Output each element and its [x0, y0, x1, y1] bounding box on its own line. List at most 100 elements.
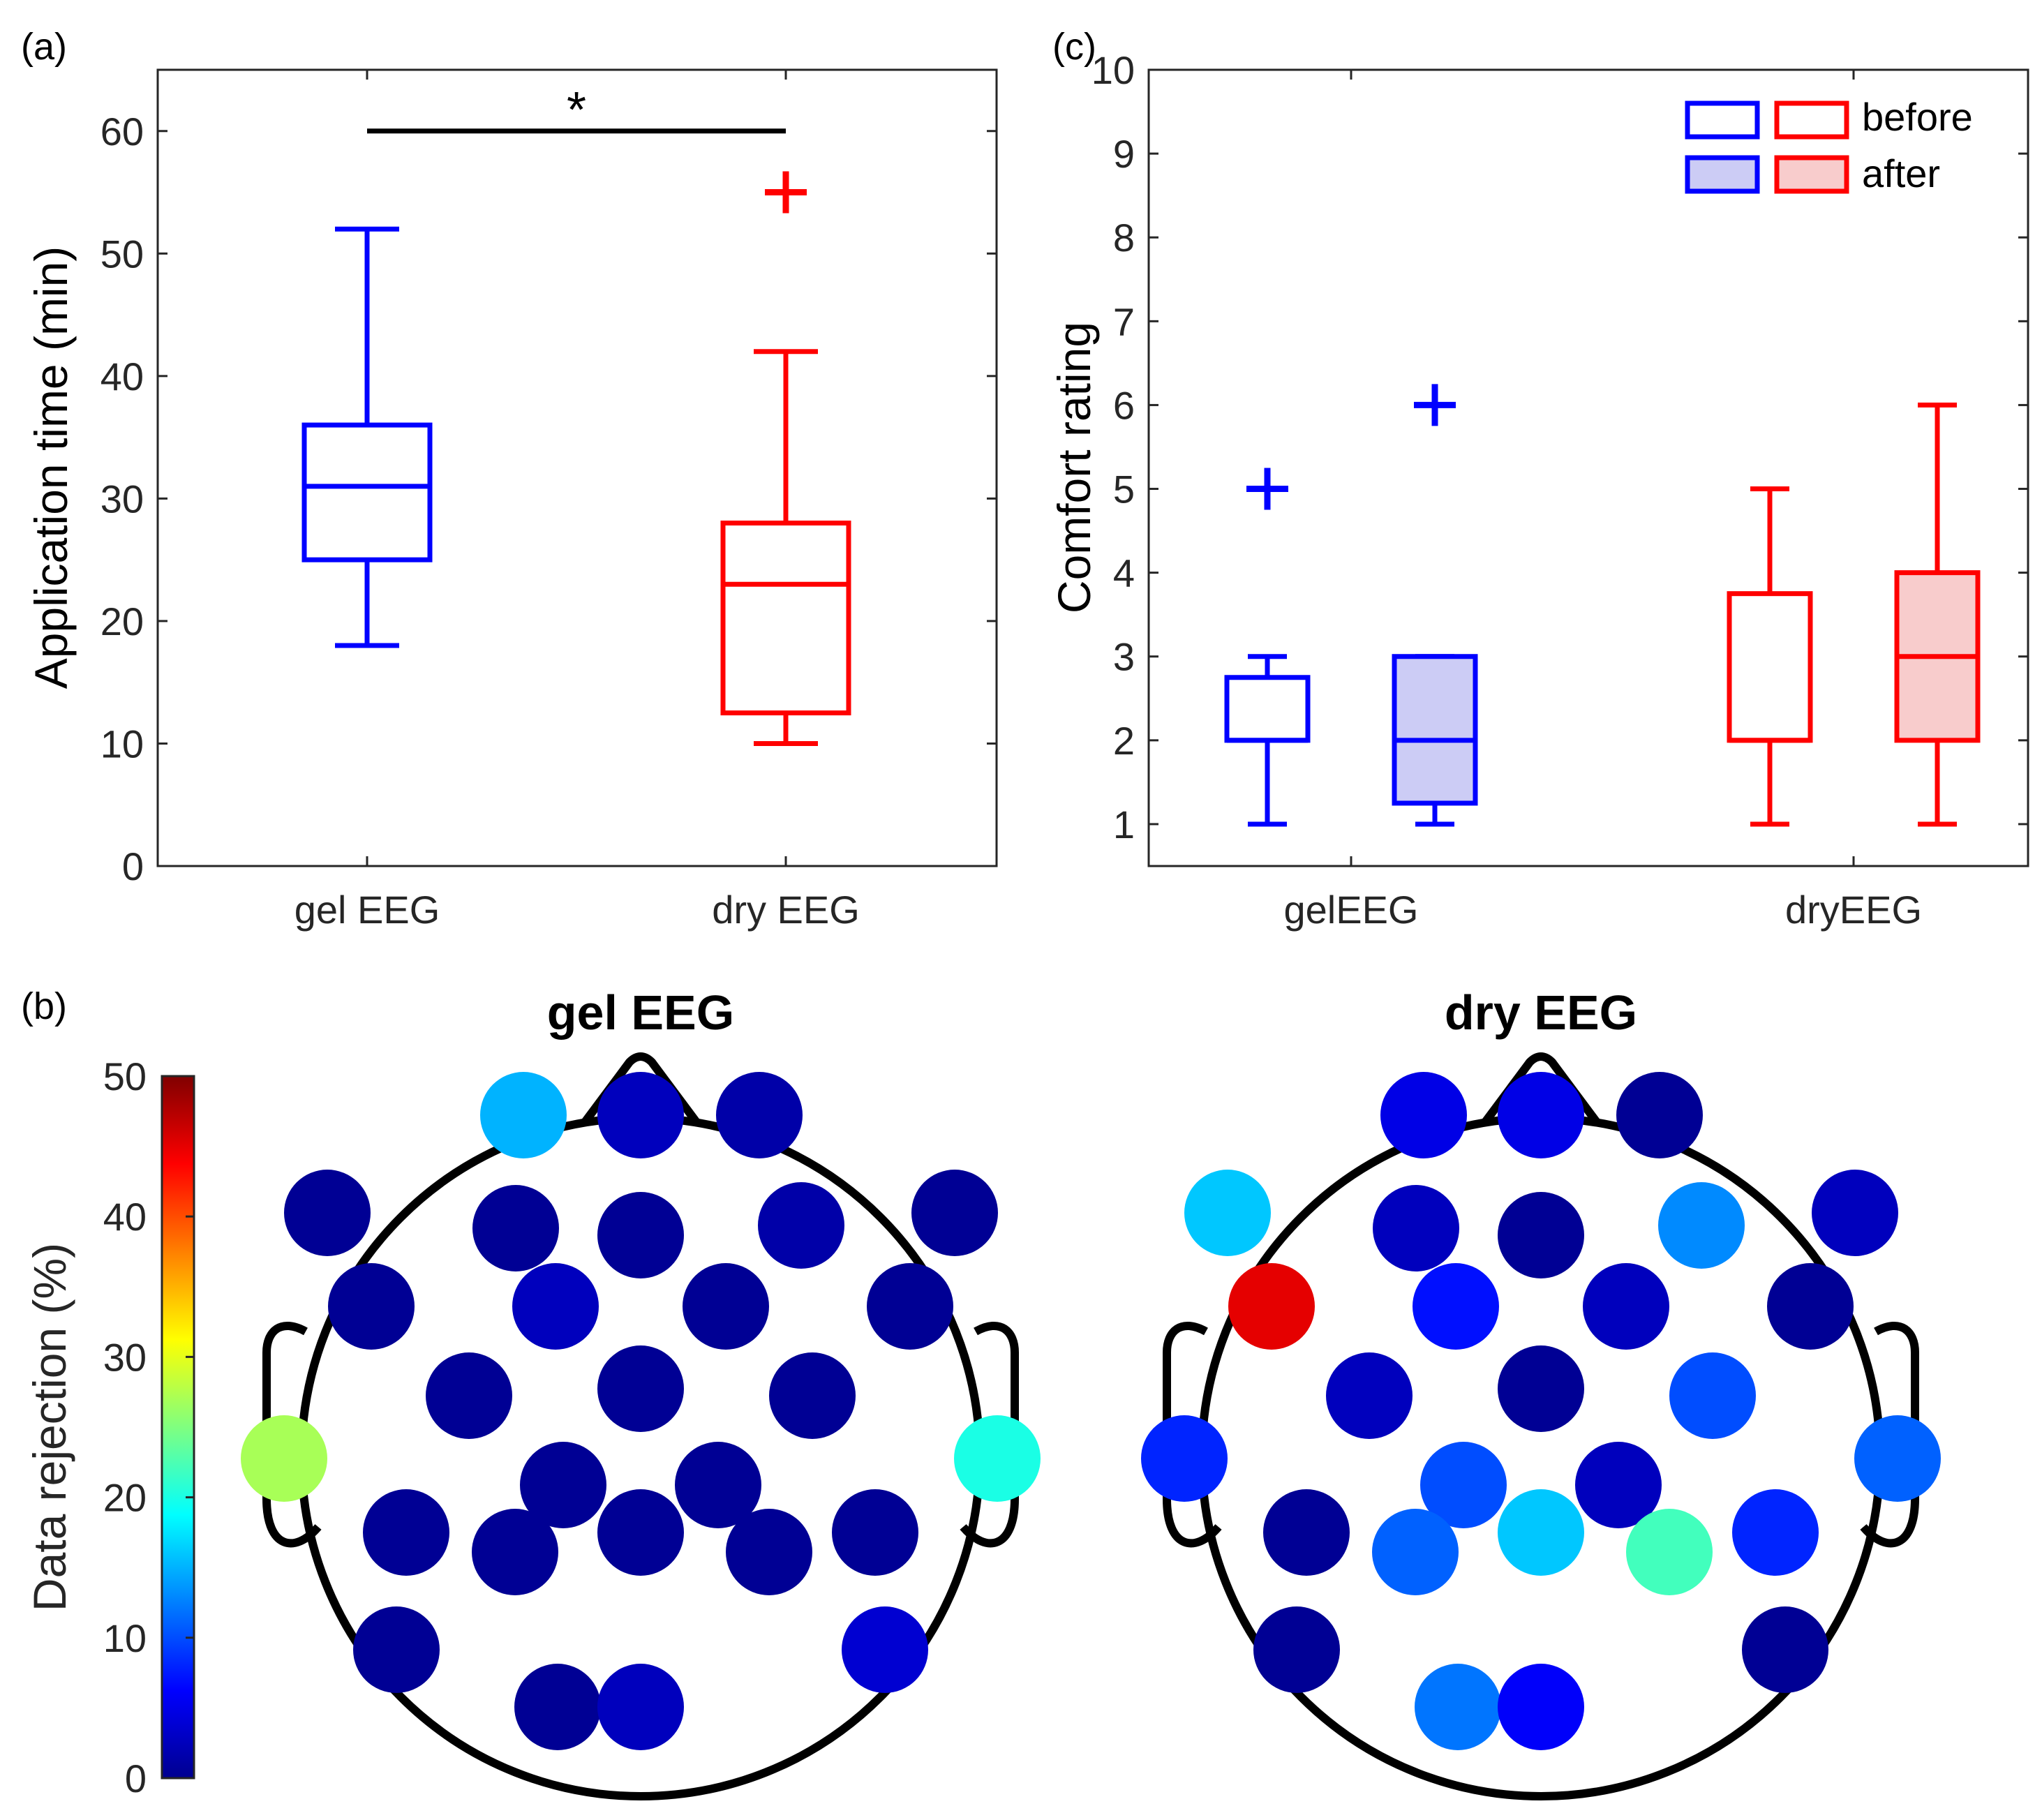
- colorbar-ticks: 0 10 20 30 40 50: [103, 1054, 194, 1800]
- box-geleeg-before: [1224, 468, 1311, 827]
- electrode: [1616, 1072, 1703, 1158]
- significance-a: *: [367, 82, 786, 138]
- x-tick-label: dry EEG: [712, 888, 860, 932]
- left-ear: [262, 1322, 322, 1548]
- box-geleeg-after: [1392, 384, 1478, 827]
- y-tick-label: 0: [122, 844, 144, 888]
- y-tick-label: 8: [1113, 216, 1135, 260]
- y-tick-label: 60: [100, 110, 144, 154]
- significance-star: *: [567, 82, 586, 138]
- y-ticks-c: 1 2 3 4 5 6 7 8 9 10: [1091, 48, 2028, 846]
- colorbar: 0 10 20 30 40 50 Data rejection (%): [24, 1054, 195, 1800]
- x-ticks-a: gel EEG dry EEG: [295, 70, 860, 932]
- x-ticks-c: gelEEG dryEEG: [1284, 70, 1922, 932]
- electrode: [1372, 1509, 1459, 1595]
- y-tick-label: 1: [1113, 803, 1135, 846]
- colorbar-tick-label: 10: [103, 1616, 147, 1660]
- electrode: [1498, 1072, 1584, 1158]
- topoplot-title-gel: gel EEG: [547, 985, 734, 1040]
- electrode: [520, 1442, 606, 1528]
- y-tick-label: 40: [100, 355, 144, 398]
- right-ear: [1860, 1322, 1919, 1548]
- electrode: [675, 1442, 761, 1528]
- x-tick-label: gel EEG: [295, 888, 440, 932]
- electrode: [241, 1415, 327, 1502]
- colorbar-label: Data rejection (%): [24, 1243, 75, 1611]
- electrode: [758, 1182, 844, 1269]
- y-tick-label: 30: [100, 477, 144, 521]
- electrode: [1732, 1489, 1819, 1576]
- electrode: [597, 1192, 684, 1278]
- topoplot-gel-eeg: gel EEG: [241, 985, 1041, 1800]
- outlier-marker: [765, 171, 807, 214]
- electrode: [472, 1185, 559, 1271]
- electrode: [954, 1415, 1041, 1502]
- electrode: [1228, 1263, 1315, 1350]
- y-axis-label-c: Comfort rating: [1048, 322, 1100, 613]
- boxes-c: [1224, 384, 1981, 827]
- y-axis-label-a: Application time (min): [25, 246, 77, 689]
- electrode: [597, 1072, 684, 1158]
- y-tick-label: 10: [1091, 48, 1135, 92]
- electrode: [1498, 1192, 1584, 1278]
- x-tick-label: gelEEG: [1284, 888, 1419, 932]
- colorbar-tick-label: 40: [103, 1195, 147, 1239]
- electrode: [1669, 1352, 1756, 1439]
- box-gel-eeg: [301, 226, 433, 648]
- electrode: [480, 1072, 567, 1158]
- electrode: [1575, 1442, 1662, 1528]
- box-iqr: [1392, 654, 1478, 806]
- x-tick-label: dryEEG: [1785, 888, 1922, 932]
- box-dryeeg-after: [1894, 402, 1981, 827]
- electrode: [328, 1263, 415, 1350]
- electrode: [1854, 1415, 1941, 1502]
- chart-application-time: 0 10 20 30 40 50 60 gel EEG dry EEG * Applicati…: [25, 68, 998, 932]
- colorbar-tick-label: 20: [103, 1476, 147, 1520]
- electrode: [514, 1664, 601, 1750]
- left-ear: [1163, 1322, 1222, 1548]
- legend-swatch-dry-before: [1774, 100, 1849, 140]
- electrode: [1812, 1170, 1898, 1256]
- electrode: [284, 1170, 371, 1256]
- y-tick-label: 4: [1113, 551, 1135, 595]
- colorbar-tick-label: 0: [125, 1756, 147, 1800]
- y-tick-label: 9: [1113, 132, 1135, 176]
- electrode: [911, 1170, 998, 1256]
- legend-label-after: after: [1862, 151, 1940, 195]
- outlier-marker: [1414, 384, 1456, 426]
- box-iqr: [301, 422, 433, 562]
- electrode: [1380, 1072, 1467, 1158]
- electrode: [1373, 1185, 1459, 1271]
- box-iqr: [720, 520, 851, 716]
- colorbar-tick-label: 30: [103, 1335, 147, 1379]
- boxes-a: [301, 171, 851, 746]
- axes-frame-c: [1147, 68, 2029, 867]
- legend-swatch-gel-after: [1685, 155, 1760, 194]
- y-tick-label: 7: [1113, 299, 1135, 343]
- electrode: [426, 1352, 512, 1439]
- y-tick-label: 20: [100, 599, 144, 643]
- electrode: [683, 1263, 769, 1350]
- colorbar-tick-label: 50: [103, 1054, 147, 1098]
- electrode: [1413, 1263, 1499, 1350]
- box-iqr: [1727, 591, 1813, 743]
- electrode: [1498, 1664, 1584, 1750]
- y-ticks-a: 0 10 20 30 40 50 60: [100, 110, 997, 888]
- nose: [1482, 1052, 1600, 1125]
- electrode: [1658, 1182, 1745, 1269]
- nose: [581, 1052, 700, 1125]
- electrode: [1420, 1442, 1507, 1528]
- electrode: [353, 1606, 440, 1693]
- y-tick-label: 10: [100, 722, 144, 766]
- legend-c: before after: [1685, 95, 1973, 195]
- topoplot-dry-eeg: dry EEG: [1141, 985, 1941, 1800]
- electrode: [1415, 1664, 1501, 1750]
- electrode: [1253, 1606, 1340, 1693]
- electrode: [1326, 1352, 1413, 1439]
- panel-label-b: (b): [21, 985, 67, 1027]
- electrode: [1767, 1263, 1854, 1350]
- electrode: [1184, 1170, 1271, 1256]
- electrode: [1498, 1345, 1584, 1432]
